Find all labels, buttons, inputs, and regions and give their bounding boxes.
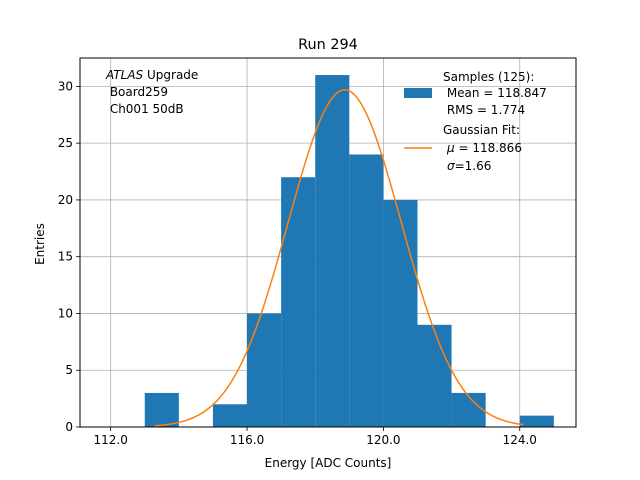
legend-samples-mean: Mean = 118.847	[443, 86, 547, 100]
y-tick-label-6: 30	[58, 79, 73, 93]
gaussian-fit-curve	[154, 89, 524, 427]
annotation-line-2: Board259	[106, 85, 168, 99]
x-tick-label-3: 124.0	[503, 433, 537, 447]
plot-frame	[79, 57, 577, 428]
legend-samples-rms: RMS = 1.774	[443, 103, 525, 117]
x-axis-label: Energy [ADC Counts]	[265, 456, 392, 470]
legend: Samples (125): Mean = 118.847 RMS = 1.77…	[404, 70, 547, 173]
histogram-bars	[144, 75, 554, 428]
chart-title: Run 294	[298, 37, 358, 53]
legend-mu-value: = 118.866	[455, 141, 522, 155]
y-tick-label-1: 5	[65, 363, 73, 377]
histogram-bar-11	[519, 415, 554, 427]
histogram-bar-3	[247, 313, 282, 427]
histogram-bar-0	[144, 392, 179, 427]
legend-fit-sigma: σ=1.66	[447, 159, 491, 173]
annotation-box: ATLAS Upgrade Board259 Ch001 50dB	[105, 68, 198, 116]
histogram-bar-6	[349, 154, 384, 427]
legend-fit-label: Gaussian Fit:	[443, 123, 520, 137]
legend-samples-swatch	[404, 88, 432, 98]
y-tick-label-3: 15	[58, 250, 73, 264]
histogram-bar-4	[281, 177, 316, 427]
axes: 112.0 116.0 120.0 124.0 0 5 10 15 20 25 30	[58, 57, 577, 447]
y-tick-label-0: 0	[65, 420, 73, 434]
annotation-line-1: ATLAS Upgrade	[105, 68, 198, 82]
y-tick-label-4: 20	[58, 193, 73, 207]
x-tick-label-2: 120.0	[366, 433, 400, 447]
histogram-bar-9	[451, 392, 486, 427]
x-tick-label-1: 116.0	[230, 433, 264, 447]
histogram-bar-7	[383, 199, 418, 427]
legend-sigma-symbol: σ	[447, 159, 455, 173]
y-tick-label-2: 10	[58, 306, 73, 320]
histogram-bar-5	[315, 75, 350, 428]
legend-fit-mu: μ = 118.866	[446, 141, 522, 155]
y-tick-label-5: 25	[58, 136, 73, 150]
histogram-bar-8	[417, 324, 452, 427]
annotation-line-3: Ch001 50dB	[106, 102, 184, 116]
legend-sigma-value: =1.66	[455, 159, 492, 173]
y-axis-label: Entries	[33, 223, 47, 265]
x-tick-label-0: 112.0	[94, 433, 128, 447]
histogram-bar-2	[212, 404, 248, 427]
legend-samples-label: Samples (125):	[443, 70, 534, 84]
annotation-italic: ATLAS	[105, 68, 144, 82]
gaussian-fit	[154, 89, 524, 427]
legend-mu-symbol: μ	[446, 141, 455, 155]
annotation-line-1-rest: Upgrade	[143, 68, 198, 82]
